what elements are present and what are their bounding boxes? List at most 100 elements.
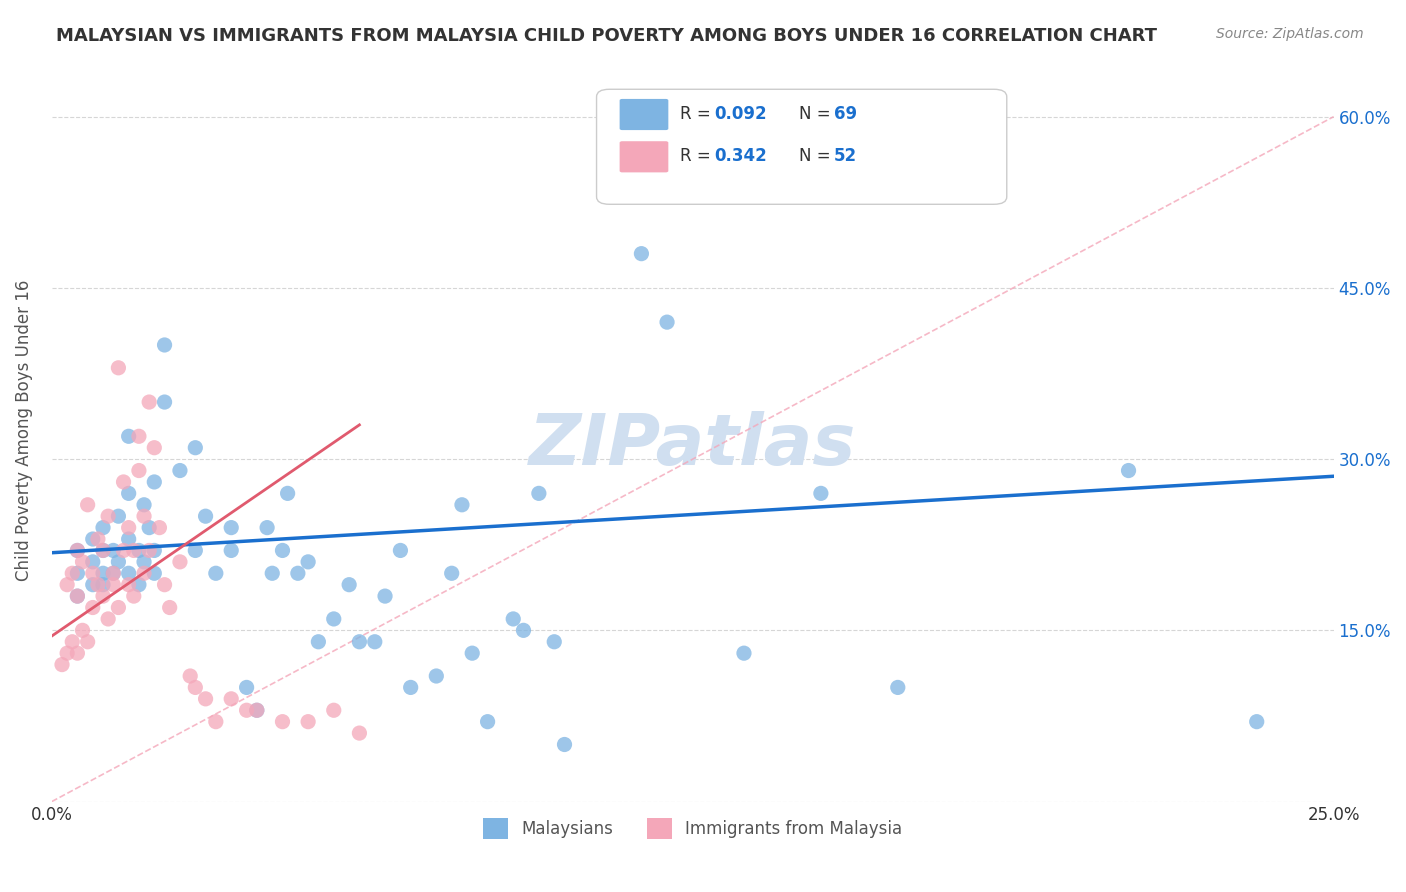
Point [112, 543, 135, 558]
Point [143, 441, 166, 455]
Point [297, 555, 319, 569]
Point [153, 395, 176, 409]
Point [148, 520, 170, 534]
Point [97, 612, 120, 626]
Point [82, 600, 104, 615]
Point [66, 543, 89, 558]
Point [128, 464, 150, 478]
Text: 0.342: 0.342 [714, 147, 768, 165]
Point [527, 486, 550, 500]
Point [153, 577, 176, 591]
Point [56, 577, 79, 591]
Point [502, 612, 524, 626]
Point [143, 475, 166, 489]
Point [66, 646, 89, 660]
Point [72, 624, 94, 638]
Point [138, 543, 160, 558]
Point [262, 566, 284, 581]
Point [122, 589, 145, 603]
Text: 69: 69 [834, 104, 856, 123]
Point [271, 543, 294, 558]
Point [184, 441, 207, 455]
Point [112, 475, 135, 489]
Point [91, 543, 114, 558]
Point [128, 577, 150, 591]
Point [107, 600, 129, 615]
Point [277, 486, 299, 500]
Point [97, 509, 120, 524]
Point [322, 612, 344, 626]
Point [440, 566, 463, 581]
Point [271, 714, 294, 729]
Point [389, 543, 412, 558]
Point [399, 681, 422, 695]
Point [66, 589, 89, 603]
Point [66, 589, 89, 603]
Point [91, 577, 114, 591]
Point [122, 543, 145, 558]
Point [91, 543, 114, 558]
Point [205, 566, 228, 581]
Point [103, 543, 125, 558]
Point [128, 429, 150, 443]
Point [103, 566, 125, 581]
Text: ZIPatlas: ZIPatlas [529, 411, 856, 480]
Point [138, 520, 160, 534]
Point [235, 681, 257, 695]
Point [60, 634, 83, 648]
Point [107, 360, 129, 375]
Point [91, 589, 114, 603]
Point [87, 577, 110, 591]
Point [810, 486, 832, 500]
Point [512, 624, 534, 638]
Point [184, 681, 207, 695]
Point [76, 498, 98, 512]
Point [138, 395, 160, 409]
Point [246, 703, 269, 717]
Point [82, 566, 104, 581]
Point [169, 464, 191, 478]
Point [132, 509, 155, 524]
Point [451, 498, 474, 512]
Point [87, 532, 110, 546]
Point [128, 543, 150, 558]
Point [246, 703, 269, 717]
Point [91, 566, 114, 581]
Point [118, 486, 141, 500]
Point [235, 703, 257, 717]
Point [553, 738, 575, 752]
Point [630, 246, 652, 260]
Point [51, 657, 73, 672]
Point [655, 315, 678, 329]
FancyBboxPatch shape [596, 89, 1007, 204]
Point [143, 566, 166, 581]
Point [194, 691, 217, 706]
Point [349, 634, 371, 648]
FancyBboxPatch shape [620, 99, 668, 130]
Point [56, 646, 79, 660]
Point [425, 669, 447, 683]
Point [337, 577, 360, 591]
Point [179, 669, 201, 683]
Text: 52: 52 [834, 147, 856, 165]
Point [733, 646, 755, 660]
Point [76, 634, 98, 648]
Point [169, 555, 191, 569]
Point [82, 532, 104, 546]
Point [307, 634, 329, 648]
Point [82, 555, 104, 569]
Point [205, 714, 228, 729]
Point [107, 555, 129, 569]
Text: MALAYSIAN VS IMMIGRANTS FROM MALAYSIA CHILD POVERTY AMONG BOYS UNDER 16 CORRELAT: MALAYSIAN VS IMMIGRANTS FROM MALAYSIA CH… [56, 27, 1157, 45]
Point [297, 714, 319, 729]
Point [118, 532, 141, 546]
Point [143, 543, 166, 558]
Text: N =: N = [799, 104, 837, 123]
Point [543, 634, 565, 648]
FancyBboxPatch shape [620, 141, 668, 172]
Point [153, 338, 176, 352]
Y-axis label: Child Poverty Among Boys Under 16: Child Poverty Among Boys Under 16 [15, 280, 32, 582]
Point [1246, 714, 1268, 729]
Point [118, 429, 141, 443]
Point [256, 520, 278, 534]
